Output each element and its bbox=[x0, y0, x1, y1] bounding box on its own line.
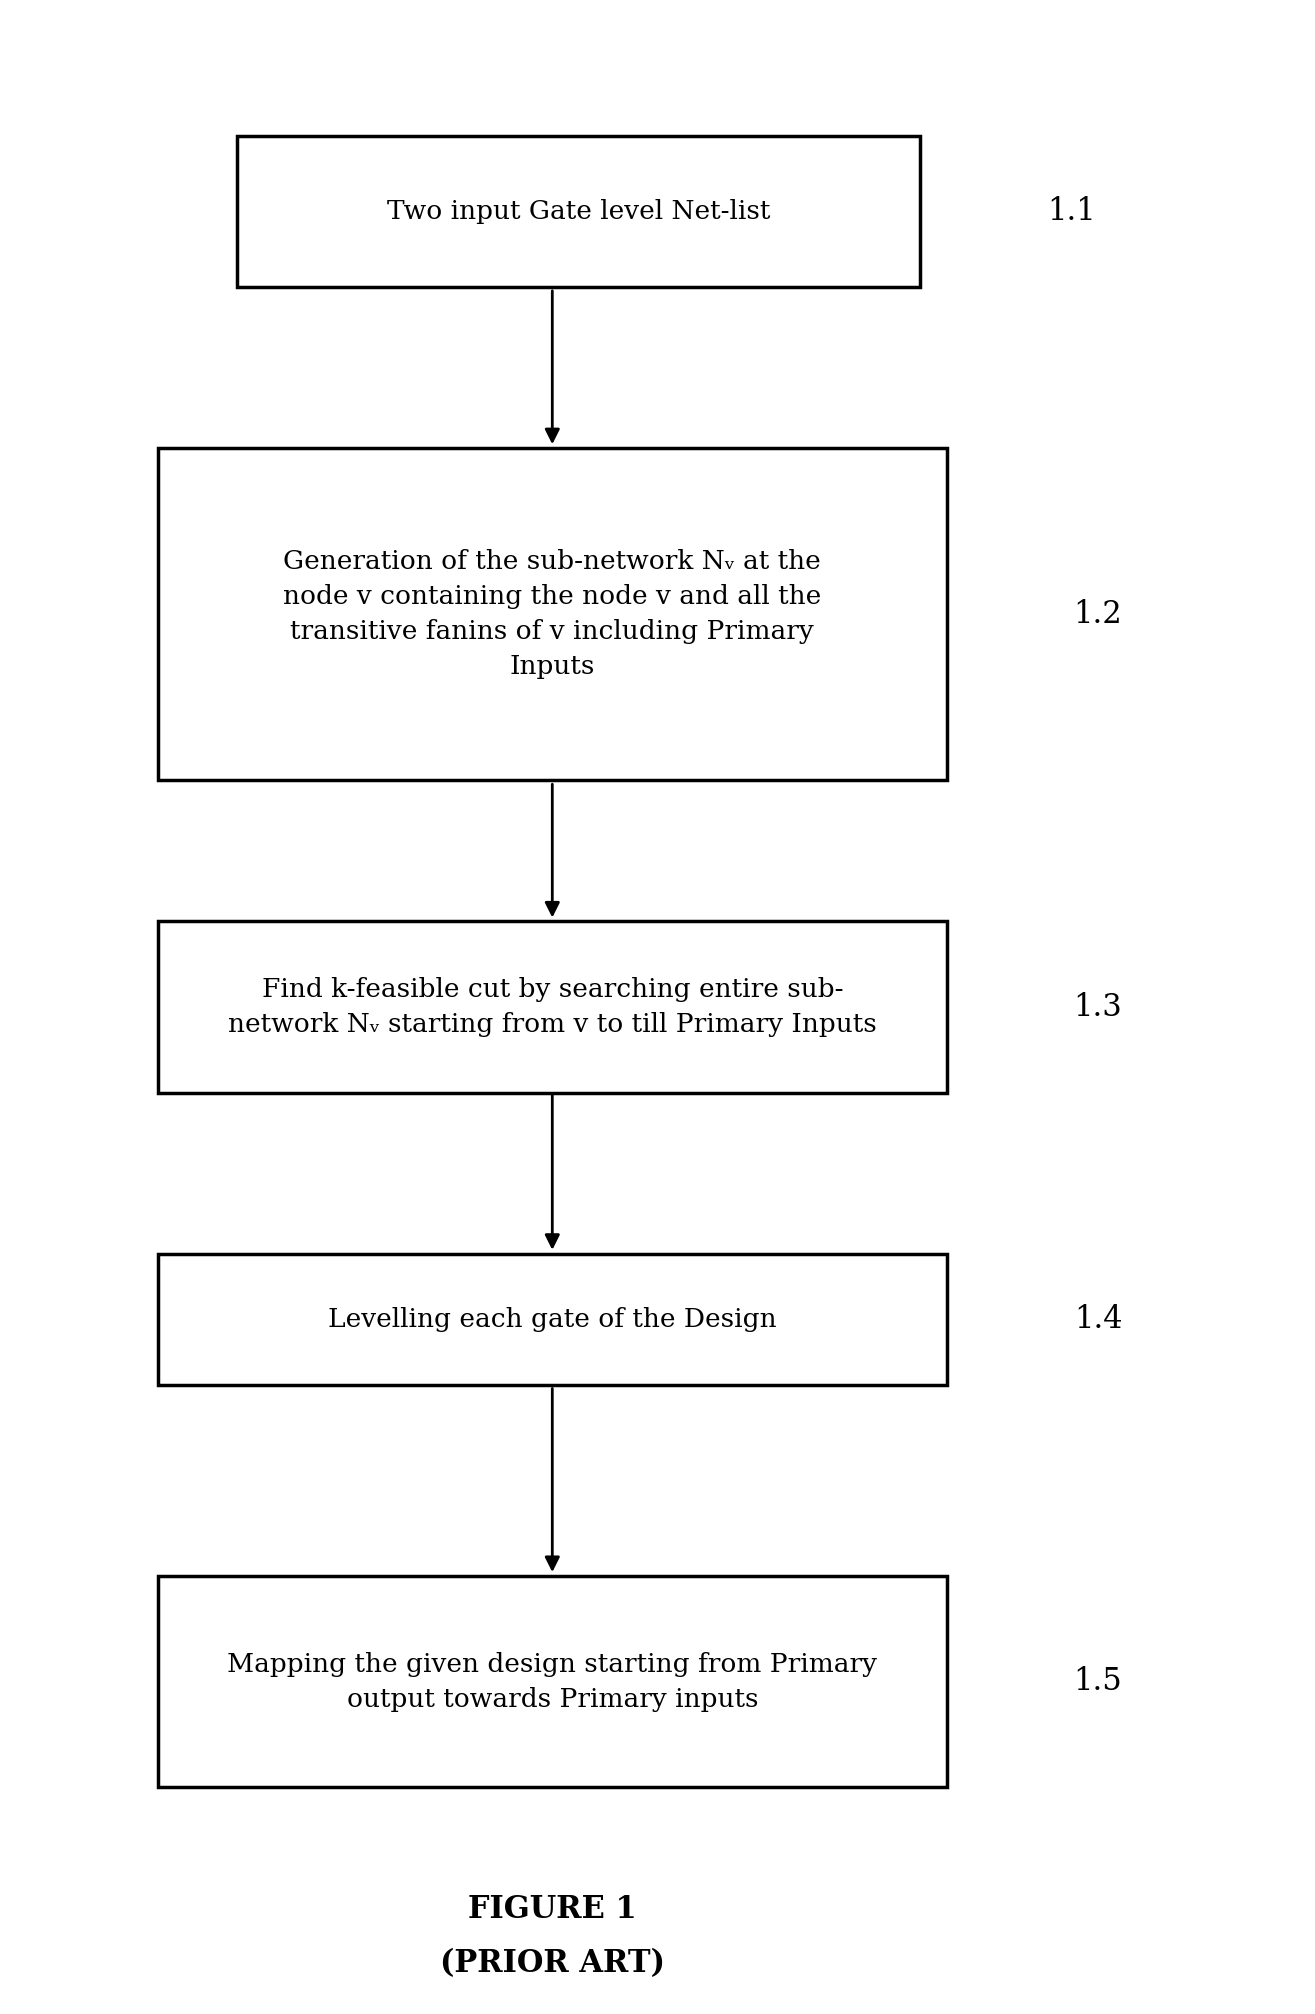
Text: 1.4: 1.4 bbox=[1074, 1303, 1122, 1335]
Text: 1.2: 1.2 bbox=[1073, 598, 1123, 630]
Text: FIGURE 1: FIGURE 1 bbox=[468, 1893, 636, 1925]
Text: Generation of the sub-network Nᵥ at the
node v containing the node v and all the: Generation of the sub-network Nᵥ at the … bbox=[283, 550, 822, 679]
Text: Find k-feasible cut by searching entire sub-
network Nᵥ starting from v to till : Find k-feasible cut by searching entire … bbox=[227, 977, 877, 1037]
Text: Mapping the given design starting from Primary
output towards Primary inputs: Mapping the given design starting from P… bbox=[227, 1651, 877, 1712]
FancyBboxPatch shape bbox=[158, 922, 947, 1092]
Text: 1.3: 1.3 bbox=[1073, 991, 1123, 1023]
Text: 1.5: 1.5 bbox=[1073, 1666, 1123, 1698]
Text: (PRIOR ART): (PRIOR ART) bbox=[439, 1948, 665, 1980]
Text: Levelling each gate of the Design: Levelling each gate of the Design bbox=[327, 1307, 777, 1331]
FancyBboxPatch shape bbox=[237, 137, 920, 286]
FancyBboxPatch shape bbox=[158, 1253, 947, 1386]
Text: 1.1: 1.1 bbox=[1047, 195, 1097, 228]
FancyBboxPatch shape bbox=[158, 449, 947, 781]
FancyBboxPatch shape bbox=[158, 1575, 947, 1788]
Text: Two input Gate level Net-list: Two input Gate level Net-list bbox=[387, 199, 771, 224]
